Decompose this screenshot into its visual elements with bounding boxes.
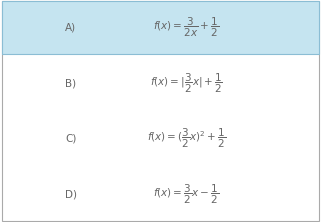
Text: $f(x) = \dfrac{3}{2x} + \dfrac{1}{2}$: $f(x) = \dfrac{3}{2x} + \dfrac{1}{2}$ bbox=[153, 16, 219, 39]
Text: $f(x) = (\dfrac{3}{2}x)^2 + \dfrac{1}{2}$: $f(x) = (\dfrac{3}{2}x)^2 + \dfrac{1}{2}… bbox=[147, 127, 226, 150]
FancyBboxPatch shape bbox=[2, 1, 319, 54]
Text: B): B) bbox=[65, 78, 76, 88]
Text: A): A) bbox=[65, 23, 76, 33]
Text: $f(x) = |\dfrac{3}{2}x| + \dfrac{1}{2}$: $f(x) = |\dfrac{3}{2}x| + \dfrac{1}{2}$ bbox=[150, 72, 223, 95]
Text: C): C) bbox=[65, 134, 76, 144]
Text: $f(x) = \dfrac{3}{2}x - \dfrac{1}{2}$: $f(x) = \dfrac{3}{2}x - \dfrac{1}{2}$ bbox=[153, 183, 219, 206]
Text: D): D) bbox=[65, 189, 77, 199]
